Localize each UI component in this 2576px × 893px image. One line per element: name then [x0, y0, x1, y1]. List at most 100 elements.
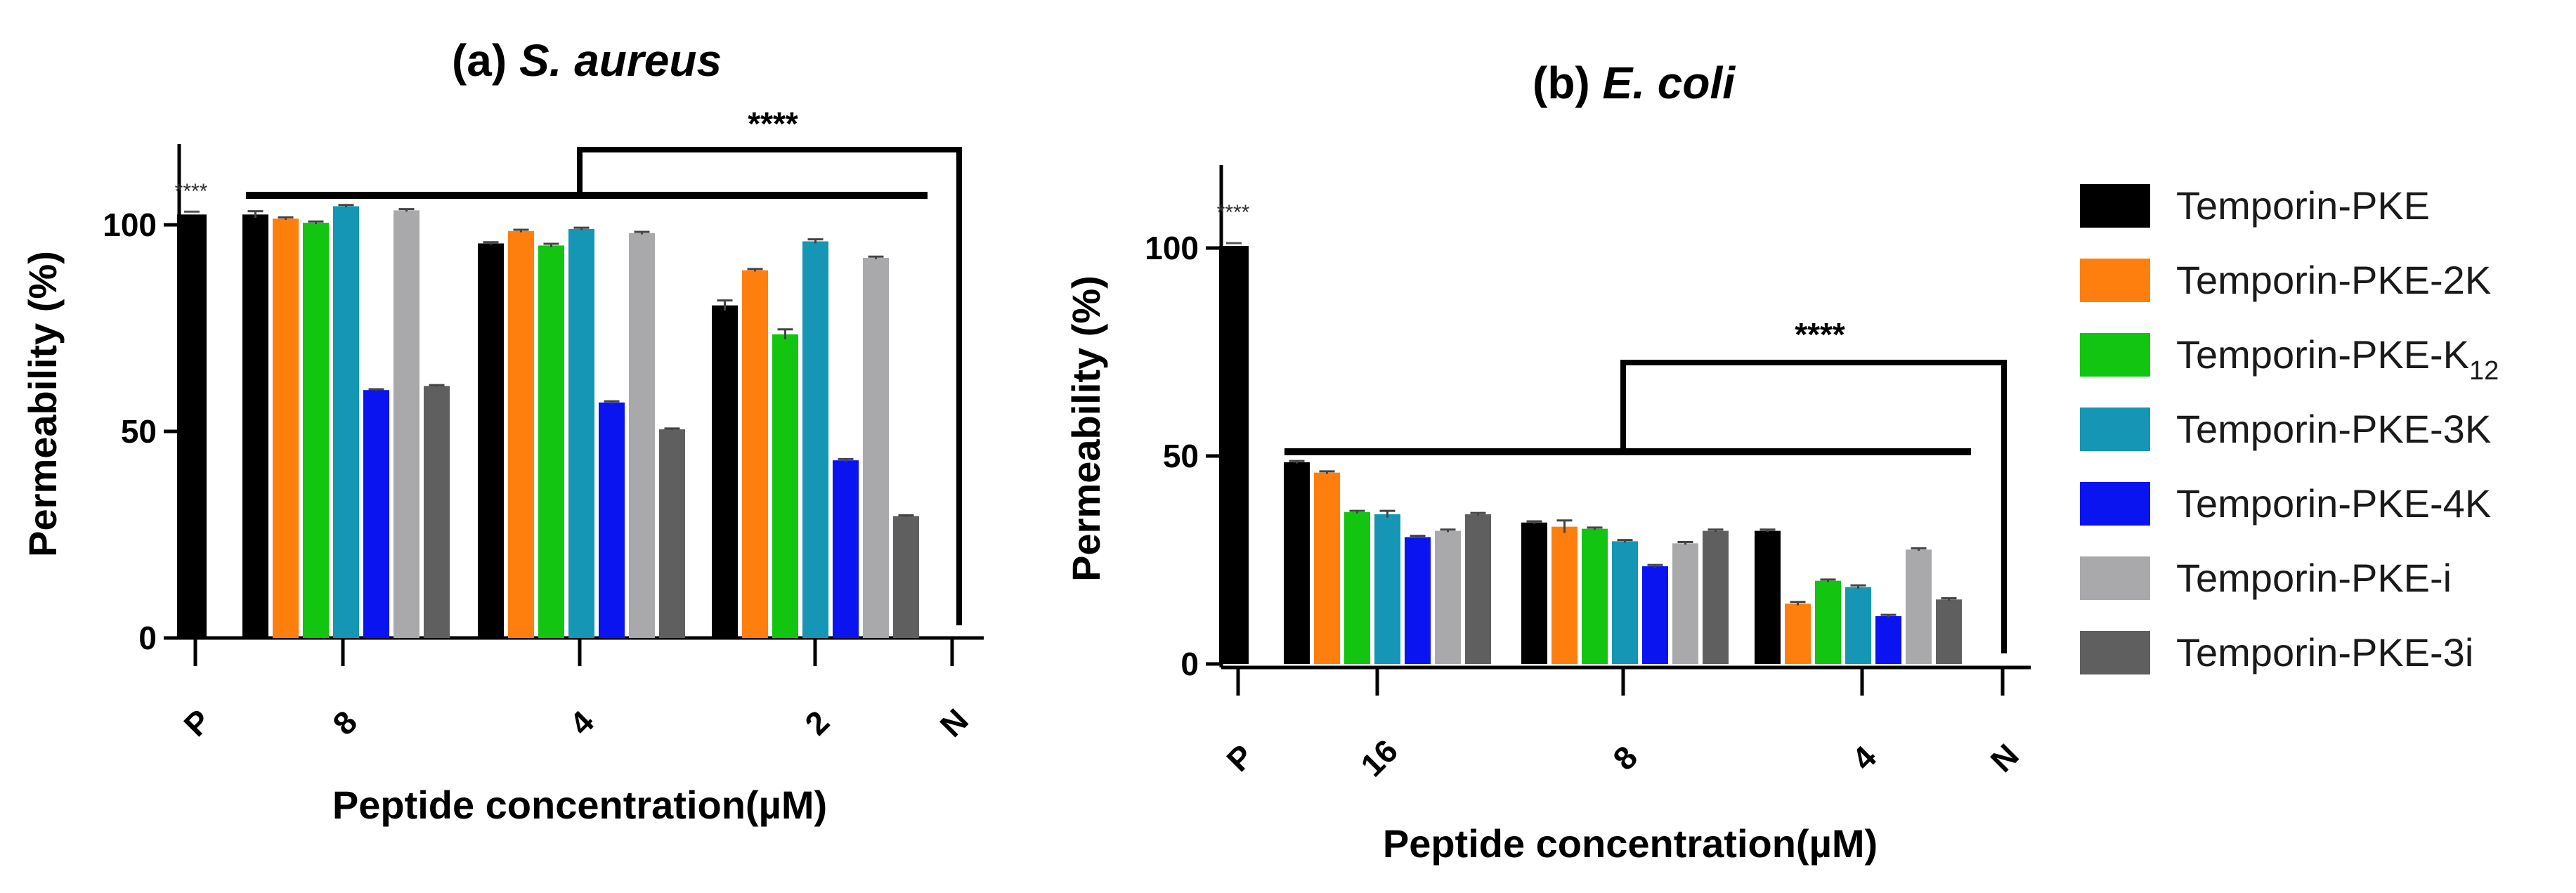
- bar: [1875, 615, 1901, 664]
- legend-label: Temporin-PKE-3i: [2176, 630, 2473, 674]
- x-tick-label: 8: [325, 703, 364, 742]
- bar: [363, 390, 389, 638]
- x-tick-label: P: [1219, 737, 1260, 778]
- bar: [1785, 604, 1811, 664]
- x-axis-label-suffix: M): [1832, 821, 1878, 866]
- y-axis-label: Permeability (%): [1064, 275, 1108, 582]
- bar: [833, 460, 859, 638]
- bar: [802, 241, 828, 638]
- bar: [1612, 541, 1638, 664]
- legend-label: Temporin-PKE-2K: [2176, 258, 2491, 302]
- y-tick-label: 50: [1163, 438, 1199, 474]
- chart-title-organism: E. coli: [1603, 58, 1736, 108]
- bar: [659, 429, 685, 638]
- bar: [1284, 462, 1310, 664]
- legend-swatch: [2080, 556, 2150, 600]
- x-axis-label-suffix: M): [781, 783, 827, 827]
- x-tick-label: N: [933, 702, 975, 744]
- positive-control-significance: ****: [1217, 201, 1250, 224]
- bar: [712, 305, 738, 638]
- bar: [242, 214, 268, 638]
- x-tick-label: 16: [1353, 732, 1405, 783]
- bracket-significance: ****: [1795, 316, 1845, 353]
- bar: [1435, 530, 1461, 664]
- bar: [1582, 528, 1608, 664]
- bar: [863, 258, 889, 638]
- y-tick-label: 50: [121, 413, 157, 450]
- bar: [1374, 514, 1400, 664]
- bar: [629, 233, 655, 638]
- significance-bracket: [1620, 360, 2007, 653]
- x-axis-label-mu: µ: [1809, 821, 1832, 866]
- y-tick-label: 0: [138, 620, 157, 656]
- legend-swatch: [2080, 631, 2150, 674]
- bar: [303, 223, 329, 638]
- bar: [393, 210, 419, 638]
- y-axis-label: Permeability (%): [20, 251, 65, 557]
- legend-label-subscript: 12: [2469, 356, 2499, 386]
- bar: [1314, 472, 1340, 664]
- bar: [508, 230, 534, 638]
- y-tick-label: 100: [1145, 230, 1199, 266]
- bar: [1906, 549, 1932, 664]
- legend-label-base: Temporin-PKE-K: [2176, 332, 2469, 377]
- bar: [1465, 514, 1491, 664]
- legend-swatch: [2080, 259, 2150, 302]
- legend-label-base: Temporin-PKE-3i: [2176, 630, 2473, 674]
- x-axis-label-prefix: Peptide concentration(: [1383, 821, 1809, 866]
- y-tick-label: 100: [103, 207, 157, 243]
- legend-label-base: Temporin-PKE: [2176, 183, 2430, 228]
- bar: [273, 219, 299, 638]
- bar: [1703, 530, 1729, 664]
- bar: [1672, 543, 1698, 664]
- bar: [333, 206, 359, 638]
- legend-label-base: Temporin-PKE-3K: [2176, 407, 2491, 451]
- positive-control-bar: [1219, 246, 1249, 664]
- bar: [599, 402, 625, 638]
- bar: [742, 270, 768, 638]
- panel-b-chart: (b) E. coli 0 50 100 P 16 8 4 N Permeability (%) P…: [1064, 58, 2031, 866]
- x-tick-label: 2: [798, 703, 836, 742]
- legend-label-base: Temporin-PKE-i: [2176, 556, 2452, 600]
- x-axis-label-prefix: Peptide concentration(: [332, 783, 759, 827]
- y-tick-label: 0: [1180, 646, 1199, 682]
- bar: [1521, 522, 1547, 664]
- bar: [772, 334, 798, 638]
- chart-title-prefix: (a): [452, 35, 519, 86]
- panel-a-chart: (a) S. aureus 0 50 100 P 8 4 2 N Permeability (%)…: [20, 35, 984, 827]
- legend-swatch: [2080, 184, 2150, 228]
- x-tick-label: 4: [1845, 738, 1883, 777]
- legend-label: Temporin-PKE-i: [2176, 556, 2452, 600]
- x-tick-label: P: [176, 702, 217, 743]
- bar: [1642, 566, 1668, 664]
- legend-label-base: Temporin-PKE-4K: [2176, 481, 2491, 526]
- chart-title: (a) S. aureus: [452, 35, 722, 86]
- bar: [478, 243, 504, 639]
- legend-label: Temporin-PKE-4K: [2176, 481, 2491, 526]
- bar: [1936, 599, 1962, 664]
- x-axis-label-mu: µ: [759, 783, 781, 827]
- bar: [568, 228, 594, 638]
- positive-control-bar: [177, 214, 207, 638]
- chart-title: (b) E. coli: [1533, 58, 1736, 108]
- significance-bracket: [577, 147, 962, 625]
- x-tick-label: N: [1984, 737, 2026, 779]
- bar: [1344, 511, 1370, 664]
- bar: [1405, 537, 1431, 664]
- legend-label: Temporin-PKE: [2176, 183, 2430, 228]
- positive-control-significance: ****: [175, 180, 208, 203]
- x-tick-label: 8: [1606, 738, 1644, 777]
- bar: [1552, 526, 1578, 664]
- bar: [1755, 530, 1781, 664]
- legend-swatch: [2080, 333, 2150, 377]
- legend-label: Temporin-PKE-K12: [2176, 332, 2499, 386]
- legend: Temporin-PKE Temporin-PKE-2K Temporin-PKE-…: [2080, 183, 2499, 674]
- bar: [424, 386, 450, 638]
- bracket-significance: ****: [748, 105, 798, 142]
- chart-title-prefix: (b): [1533, 58, 1603, 108]
- legend-swatch: [2080, 408, 2150, 451]
- chart-title-organism: S. aureus: [519, 35, 722, 86]
- bar: [1845, 587, 1871, 664]
- bar: [538, 245, 564, 638]
